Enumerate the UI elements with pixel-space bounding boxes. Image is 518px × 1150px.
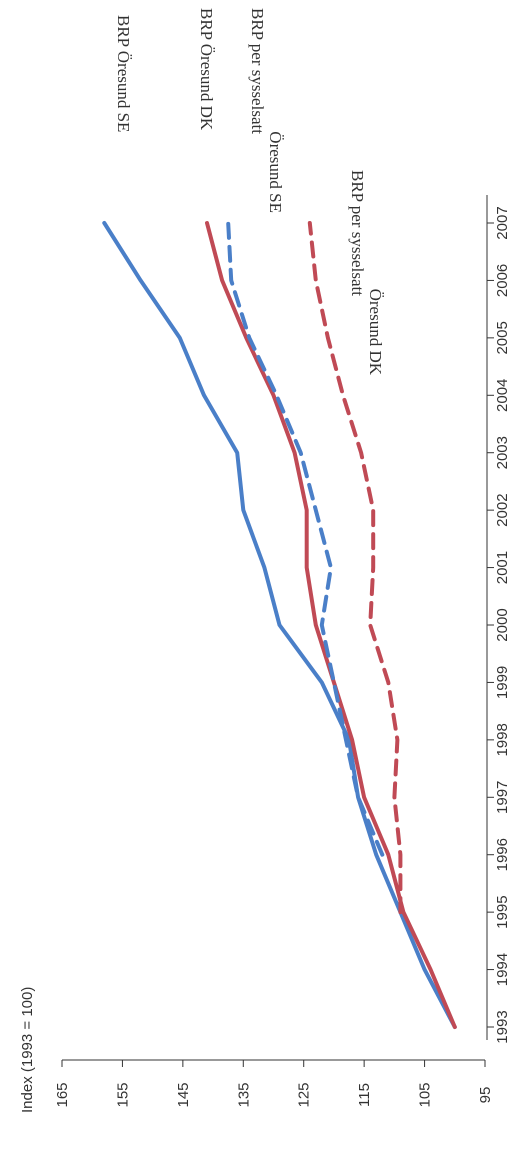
- year-tick-label: 2007: [494, 206, 511, 239]
- value-tick-label: 155: [114, 1082, 131, 1107]
- series-label-3: BRP per sysselsattÖresund SE: [248, 8, 285, 213]
- series-line-4: [307, 221, 403, 915]
- series-label-2: BRP Öresund DK: [197, 8, 216, 131]
- year-tick-label: 1993: [494, 1010, 511, 1043]
- plot-area: 95 105 115 125 135 145 155 165 1993 1994 1995 1996 1…: [54, 8, 511, 1108]
- series-line-1: [102, 221, 457, 1029]
- year-tick-label: 2003: [494, 436, 511, 469]
- year-tick-label: 1994: [494, 953, 511, 986]
- year-tick-label: 2004: [494, 379, 511, 412]
- value-tick-label: 145: [175, 1082, 192, 1107]
- y-axis-title: Index (1993 = 100): [19, 987, 36, 1113]
- year-tick-label: 2006: [494, 264, 511, 297]
- value-tick-label: 165: [54, 1082, 71, 1107]
- value-tick-label: 105: [417, 1082, 434, 1107]
- year-tick-label: 2001: [494, 551, 511, 584]
- year-tick-label: 2005: [494, 321, 511, 354]
- series-label-line: BRP Öresund SE: [114, 15, 133, 132]
- year-tick-label: 1995: [494, 895, 511, 928]
- series-line-3: [226, 221, 385, 857]
- value-tick-label: 135: [235, 1082, 252, 1107]
- series-label-line: Öresund DK: [366, 289, 385, 376]
- year-tick-label: 2002: [494, 493, 511, 526]
- series-label-line: Öresund SE: [266, 131, 285, 213]
- series-label-4: BRP per sysselsattÖresund DK: [348, 170, 385, 376]
- year-tick-label: 1998: [494, 723, 511, 756]
- series-label-1: BRP Öresund SE: [114, 15, 133, 132]
- year-tick-label: 1999: [494, 666, 511, 699]
- value-tick-label: 115: [356, 1083, 373, 1107]
- value-tick-label: 95: [477, 1087, 494, 1104]
- series-label-line: BRP per sysselsatt: [348, 170, 367, 296]
- series-label-line: BRP Öresund DK: [197, 8, 216, 131]
- year-tick-label: 1996: [494, 838, 511, 871]
- value-tick-label: 125: [296, 1082, 313, 1107]
- series-label-line: BRP per sysselsatt: [248, 8, 267, 134]
- year-tick-label: 2000: [494, 608, 511, 641]
- year-tick-label: 1997: [494, 781, 511, 814]
- series-line-2: [205, 221, 457, 1029]
